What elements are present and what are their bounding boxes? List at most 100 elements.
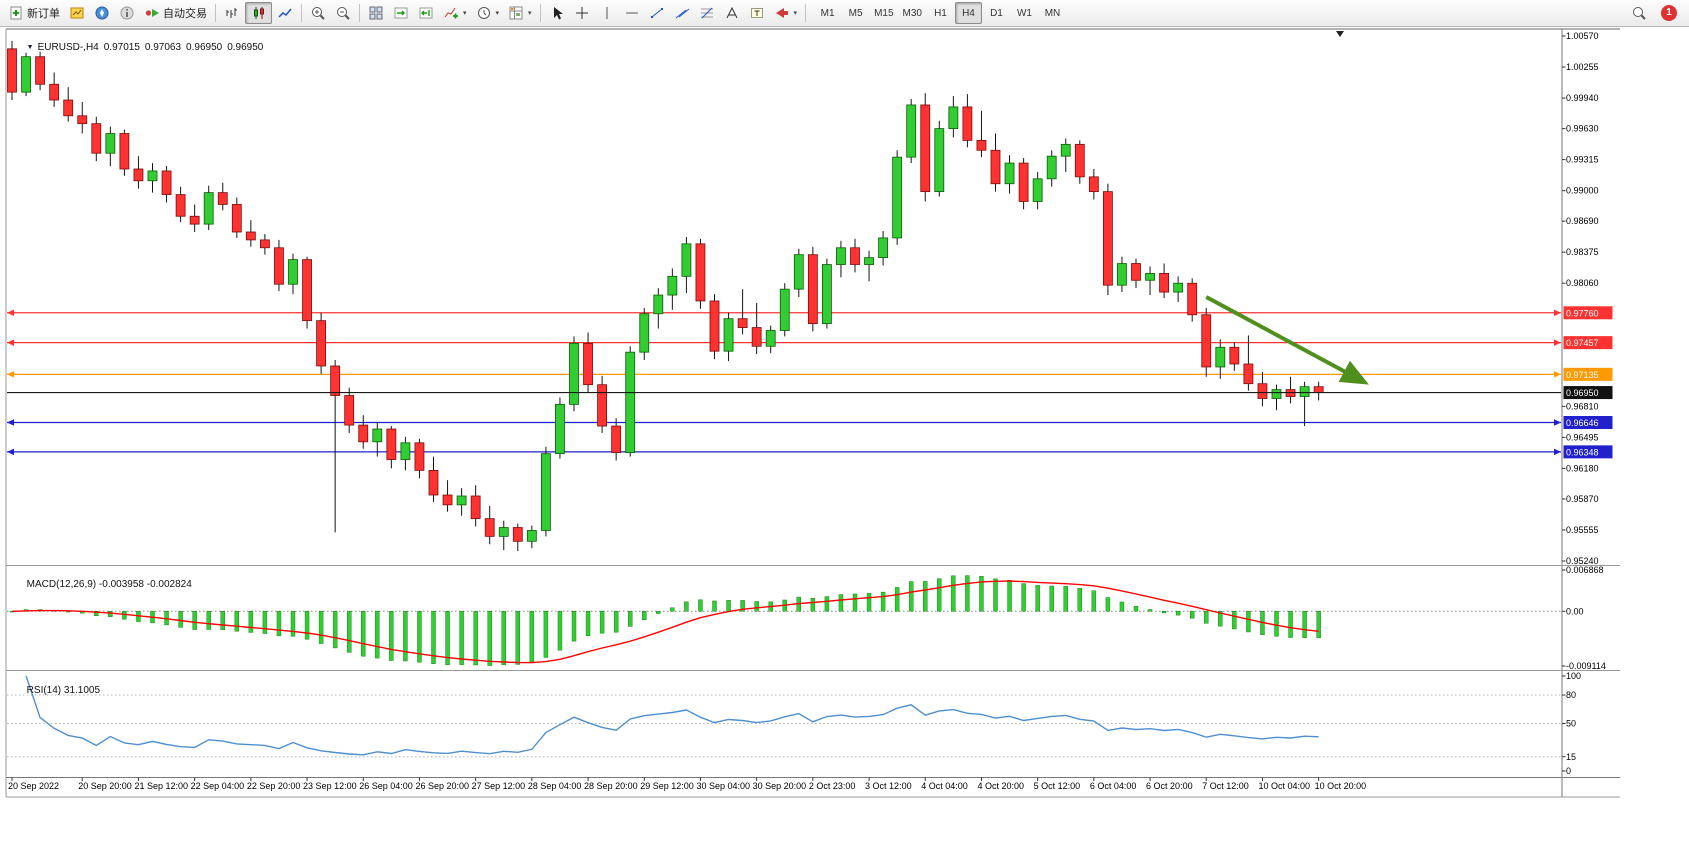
svg-text:20 Sep 20:00: 20 Sep 20:00	[78, 781, 132, 791]
price-level-badge	[1563, 367, 1613, 381]
timeframe-m15-button[interactable]: M15	[870, 2, 897, 24]
candle-body	[793, 254, 804, 290]
search-button[interactable]	[1627, 2, 1651, 24]
market-watch-button[interactable]	[65, 2, 89, 24]
timeframe-m30-button[interactable]: M30	[899, 2, 926, 24]
text-label-tool-button[interactable]	[745, 2, 769, 24]
candle-body	[1159, 272, 1169, 293]
fibonacci-icon	[699, 5, 715, 21]
time-axis: 20 Sep 2022 20 Sep 20:00 21 Sep 12:00 22 Se…	[8, 777, 1366, 791]
candle-body	[1229, 346, 1240, 365]
periods-button[interactable]: ▾	[472, 2, 504, 24]
candle-body	[962, 106, 973, 141]
candle-body	[7, 48, 17, 93]
navigator-icon	[94, 5, 110, 21]
svg-text:0.95870: 0.95870	[1566, 494, 1599, 504]
candle-body	[709, 300, 720, 352]
templates-button[interactable]: ▾	[504, 2, 536, 24]
candle-body	[372, 428, 383, 443]
cursor-tool-button[interactable]	[545, 2, 569, 24]
candle-body	[175, 194, 186, 217]
timeframe-m5-button[interactable]: M5	[842, 2, 869, 24]
timeframe-h1-button[interactable]: H1	[927, 2, 954, 24]
chart-high-value: 0.97063	[144, 42, 182, 53]
tile-windows-button[interactable]	[364, 2, 388, 24]
trend-arrow[interactable]	[1205, 295, 1369, 385]
candlestick-mode-button[interactable]	[245, 2, 272, 24]
horizontal-line-tool-button[interactable]	[620, 2, 644, 24]
level-line-0.96348[interactable]: 0.96348	[7, 445, 1613, 459]
candle-body	[864, 257, 874, 265]
timeframe-mn-button[interactable]: MN	[1039, 2, 1066, 24]
timeframe-m1-button[interactable]: M1	[814, 2, 841, 24]
level-line-0.96646[interactable]: 0.96646	[7, 416, 1613, 430]
line-chart-mode-button[interactable]	[273, 2, 297, 24]
svg-text:15: 15	[1566, 752, 1576, 762]
svg-text:0.006868: 0.006868	[1566, 565, 1604, 575]
vertical-line-icon	[599, 5, 615, 21]
timeframe-w1-button[interactable]: W1	[1011, 2, 1038, 24]
zoom-in-button[interactable]	[306, 2, 330, 24]
svg-text:26 Sep 04:00: 26 Sep 04:00	[359, 781, 413, 791]
text-tool-button[interactable]	[720, 2, 744, 24]
svg-text:0: 0	[1566, 766, 1571, 776]
timeframe-toolbar: M1 M5 M15 M30 H1 H4 D1 W1 MN	[814, 2, 1066, 24]
candle-body	[245, 231, 256, 241]
rsi-title: RSI(14)	[26, 685, 62, 696]
candle-body	[611, 425, 622, 454]
candle-body	[21, 56, 31, 93]
notification-badge[interactable]: 1	[1661, 5, 1677, 21]
trendline-tool-button[interactable]	[645, 2, 669, 24]
crosshair-tool-button[interactable]	[570, 2, 594, 24]
macd-indicator-label: MACD(12,26,9) -0.003958 -0.002824	[10, 568, 192, 601]
candle-body	[1032, 178, 1043, 202]
candle-body	[779, 288, 790, 331]
rsi-level-lines	[7, 694, 1561, 758]
chart-shift-button[interactable]	[414, 2, 438, 24]
svg-text:4 Oct 20:00: 4 Oct 20:00	[977, 781, 1024, 791]
zoom-out-button[interactable]	[331, 2, 355, 24]
svg-text:0.99940: 0.99940	[1566, 93, 1599, 103]
candle-body	[456, 495, 467, 506]
timeframe-h4-button[interactable]: H4	[954, 2, 982, 24]
candle-body	[1215, 346, 1226, 368]
candle-body	[892, 156, 903, 239]
vertical-line-tool-button[interactable]	[595, 2, 619, 24]
svg-text:0.99315: 0.99315	[1566, 155, 1599, 165]
indicators-button[interactable]: ▾	[439, 2, 471, 24]
candle-body	[1313, 386, 1324, 393]
macd-title: MACD(12,26,9)	[26, 579, 97, 590]
svg-text:2 Oct 23:00: 2 Oct 23:00	[809, 781, 856, 791]
arrows-tool-button[interactable]: ▾	[770, 2, 802, 24]
new-order-button[interactable]: 新订单	[4, 2, 64, 24]
candle-body	[878, 237, 888, 259]
level-line-0.97457[interactable]: 0.97457	[7, 336, 1613, 350]
level-line-0.97135[interactable]: 0.97135	[7, 367, 1613, 381]
svg-text:0.96180: 0.96180	[1566, 463, 1599, 473]
candle-body	[1018, 162, 1029, 202]
toolbar: 新订单 自动交易	[0, 0, 1689, 27]
auto-trading-button[interactable]: 自动交易	[140, 2, 211, 24]
fibonacci-tool-button[interactable]	[695, 2, 719, 24]
crosshair-icon	[574, 5, 590, 21]
cursor-icon	[549, 5, 565, 21]
timeframe-d1-button[interactable]: D1	[983, 2, 1010, 24]
candle-body	[1299, 386, 1310, 397]
data-window-button[interactable]	[115, 2, 139, 24]
channel-tool-button[interactable]	[670, 2, 694, 24]
navigator-button[interactable]	[90, 2, 114, 24]
svg-text:6 Oct 04:00: 6 Oct 04:00	[1090, 781, 1137, 791]
candlestick-series[interactable]	[7, 40, 1324, 552]
candle-body	[1243, 363, 1254, 385]
chart-workspace[interactable]: 0.97760 0.97457 0.97135 0.96646 0.96348 0.969…	[0, 27, 1689, 859]
current-price-badge	[1563, 386, 1613, 400]
svg-text:3 Oct 12:00: 3 Oct 12:00	[865, 781, 912, 791]
chart-canvas[interactable]: 0.97760 0.97457 0.97135 0.96646 0.96348 0.969…	[0, 27, 1689, 859]
candle-body	[442, 494, 453, 506]
auto-scroll-button[interactable]	[389, 2, 413, 24]
chart-info-line: ▼ EURUSD-,H4 0.97015 0.97063 0.96950 0.96950	[10, 31, 268, 64]
bar-chart-mode-button[interactable]	[220, 2, 244, 24]
svg-text:100: 100	[1566, 671, 1581, 681]
info-icon	[119, 5, 135, 21]
